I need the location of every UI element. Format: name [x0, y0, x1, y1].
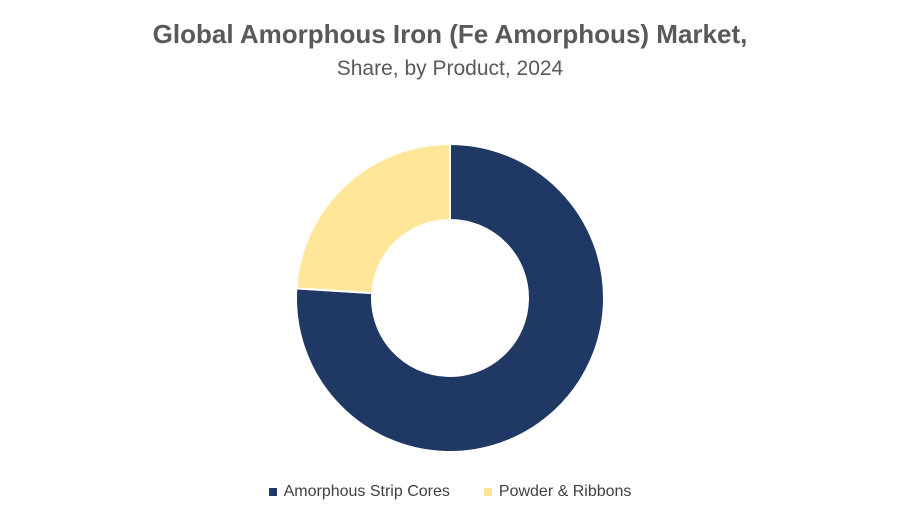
donut-slice-amorphous-strip-cores — [295, 142, 605, 453]
legend-item-amorphous-strip-cores: Amorphous Strip Cores — [268, 483, 450, 501]
donut-slice-powder-ribbons — [295, 142, 451, 295]
legend-item-powder-ribbons: Powder & Ribbons — [483, 483, 632, 501]
legend-swatch-powder-ribbons — [483, 488, 492, 496]
chart-title: Global Amorphous Iron (Fe Amorphous) Mar… — [152, 19, 748, 49]
legend-swatch-amorphous-strip-cores — [268, 488, 277, 496]
legend-label-amorphous-strip-cores: Amorphous Strip Cores — [283, 483, 450, 500]
chart-legend: Amorphous Strip Cores Powder & Ribbons — [0, 483, 900, 501]
chart-subtitle: Share, by Product, 2024 — [336, 57, 564, 80]
legend-label-powder-ribbons: Powder & Ribbons — [498, 483, 632, 500]
